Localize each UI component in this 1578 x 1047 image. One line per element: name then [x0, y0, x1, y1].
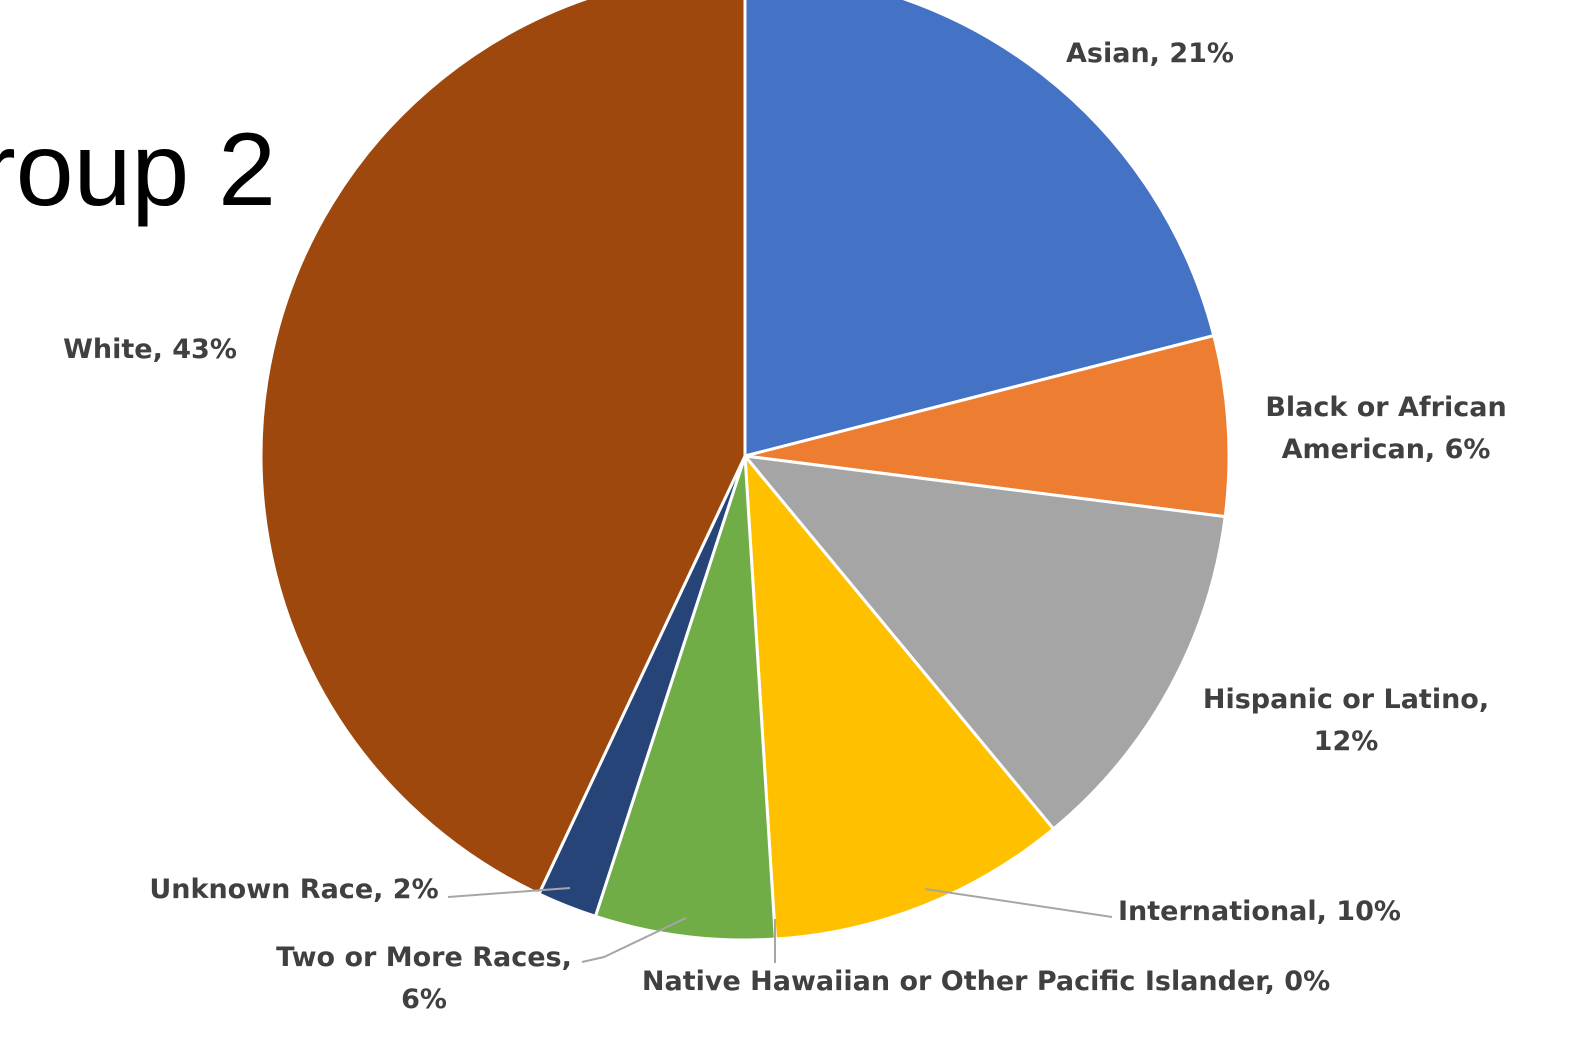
data-label-hispanic-or-latino: Hispanic or Latino, 12%	[1203, 684, 1489, 757]
data-labels: Asian, 21% Black or African American, 6% Hi…	[63, 38, 1507, 1015]
leader-line-unknown-race	[447, 887, 571, 898]
pie-slice-black-or-african-american	[743, 334, 1231, 519]
data-label-international: International, 10%	[1118, 896, 1401, 927]
data-label-black-or-african-american: Black or African American, 6%	[1265, 392, 1506, 465]
data-label-unknown-race: Unknown Race, 2%	[149, 874, 438, 905]
pie-slices	[259, 0, 1231, 942]
leader-line-two-or-more-races	[581, 917, 687, 963]
pie-slice-two-or-more-races	[593, 454, 777, 942]
slide-title: roup 2	[0, 112, 276, 228]
pie-slice-white	[259, 0, 747, 896]
data-label-two-or-more-races: Two or More Races, 6%	[276, 942, 572, 1015]
pie-slice-asian	[743, 0, 1216, 458]
pie-slice-international	[743, 454, 1056, 941]
leader-lines	[447, 887, 1113, 963]
data-label-native-hawaiian-or-other-pacific-islander: Native Hawaiian or Other Pacific Islande…	[642, 966, 1330, 997]
leader-line-international	[924, 888, 1113, 918]
pie-slice-hispanic-or-latino	[743, 454, 1227, 831]
data-label-asian: Asian, 21%	[1066, 38, 1234, 69]
data-label-white: White, 43%	[63, 334, 237, 365]
